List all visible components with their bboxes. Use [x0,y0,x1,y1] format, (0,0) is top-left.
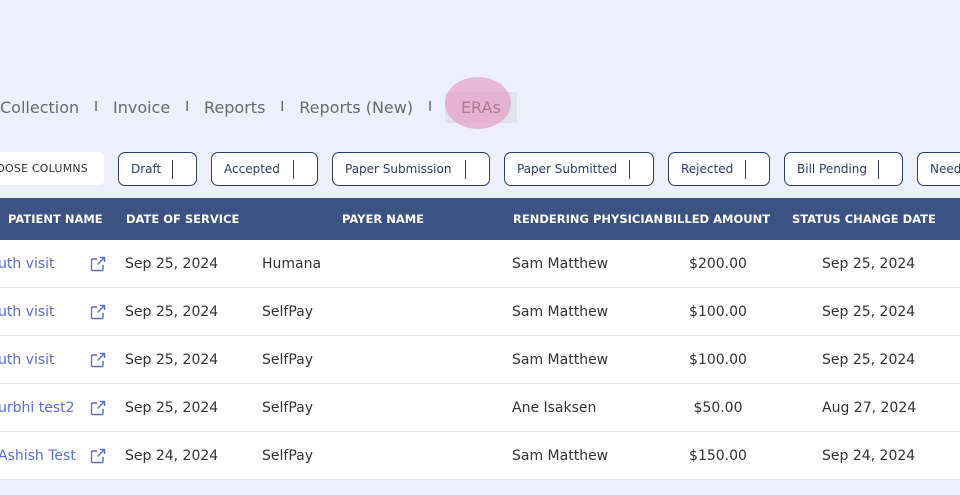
billed-amount: $100.00 [689,352,747,368]
filter-chip-need[interactable]: Need [917,152,960,186]
patient-name-link[interactable]: Ashish Test [0,448,76,464]
filter-chip-draft[interactable]: Draft [118,152,197,186]
nav-invoice[interactable]: Invoice [112,97,171,117]
chip-label: Paper Submission [345,162,452,176]
nav-separator: I [94,99,98,115]
nav-reports[interactable]: Reports [204,97,266,117]
billed-amount: $100.00 [689,304,747,320]
filter-chip-paper-submitted[interactable]: Paper Submitted [504,152,654,186]
patient-name-link[interactable]: urbhi test2 [0,400,75,416]
date-of-service: Sep 25, 2024 [125,256,219,272]
rendering-physician: Sam Matthew [512,448,609,464]
external-link-icon[interactable] [90,352,106,368]
billed-amount: $200.00 [689,256,747,272]
external-link-icon[interactable] [90,448,106,464]
header-status-change-date[interactable]: STATUS CHANGE DATE [792,212,936,226]
table-row: Ashish Test Sep 24, 2024 SelfPay Sam Mat… [0,432,960,480]
filter-chip-accepted[interactable]: Accepted [211,152,318,186]
patient-name-link[interactable]: uth visit [0,256,55,272]
external-link-icon[interactable] [90,256,106,272]
chip-label: Paper Submitted [517,162,618,176]
nav-separator: I [428,99,432,115]
choose-columns-button[interactable]: OOSE COLUMNS [0,152,104,185]
chip-divider [465,160,466,179]
rendering-physician: Ane Isaksen [512,400,597,416]
nav-collection[interactable]: Collection [0,97,80,117]
chip-label: Bill Pending [797,162,868,176]
chip-label: Draft [131,162,162,176]
chip-divider [293,160,294,179]
chip-label: Need [930,162,960,176]
chip-divider [629,160,630,179]
date-of-service: Sep 25, 2024 [125,304,219,320]
external-link-icon[interactable] [90,400,106,416]
status-change-date: Sep 25, 2024 [822,304,916,320]
filter-chip-rejected[interactable]: Rejected [668,152,770,186]
table-row: urbhi test2 Sep 25, 2024 SelfPay Ane Isa… [0,384,960,432]
rendering-physician: Sam Matthew [512,256,609,272]
rendering-physician: Sam Matthew [512,304,609,320]
chip-divider [172,160,173,179]
status-change-date: Sep 25, 2024 [822,256,916,272]
header-payer-name[interactable]: PAYER NAME [342,212,425,226]
table-row: uth visit Sep 25, 2024 Humana Sam Matthe… [0,240,960,288]
table-row: uth visit Sep 25, 2024 SelfPay Sam Matth… [0,336,960,384]
chip-label: Accepted [224,162,280,176]
table-header: PATIENT NAME DATE OF SERVICE PAYER NAME … [0,198,960,240]
nav-eras[interactable]: ERAs [444,91,517,123]
payer-name: Humana [262,256,322,272]
billed-amount: $50.00 [693,400,743,416]
table-body: uth visit Sep 25, 2024 Humana Sam Matthe… [0,240,960,480]
top-nav: Collection I Invoice I Reports I Reports… [0,90,517,124]
patient-name-link[interactable]: uth visit [0,304,55,320]
external-link-icon[interactable] [90,304,106,320]
chip-divider [745,160,746,179]
header-date-of-service[interactable]: DATE OF SERVICE [126,212,240,226]
status-change-date: Sep 25, 2024 [822,352,916,368]
nav-reports-new[interactable]: Reports (New) [299,97,414,117]
payer-name: SelfPay [262,304,313,320]
nav-separator: I [280,99,285,115]
date-of-service: Sep 25, 2024 [125,400,219,416]
chip-divider [878,160,879,179]
billed-amount: $150.00 [689,448,747,464]
header-patient-name[interactable]: PATIENT NAME [8,212,103,226]
patient-name-link[interactable]: uth visit [0,352,55,368]
nav-separator: I [185,99,190,115]
chip-label: Rejected [681,162,734,176]
payer-name: SelfPay [262,448,313,464]
payer-name: SelfPay [262,352,313,368]
status-change-date: Aug 27, 2024 [822,400,917,416]
header-rendering-physician[interactable]: RENDERING PHYSICIAN [513,212,664,226]
table-row: uth visit Sep 25, 2024 SelfPay Sam Matth… [0,288,960,336]
rendering-physician: Sam Matthew [512,352,609,368]
date-of-service: Sep 24, 2024 [125,448,219,464]
date-of-service: Sep 25, 2024 [125,352,219,368]
payer-name: SelfPay [262,400,313,416]
header-billed-amount[interactable]: BILLED AMOUNT [664,212,771,226]
filter-chip-paper-submission[interactable]: Paper Submission [332,152,490,186]
filter-chip-bill-pending[interactable]: Bill Pending [784,152,903,186]
status-change-date: Sep 24, 2024 [822,448,916,464]
